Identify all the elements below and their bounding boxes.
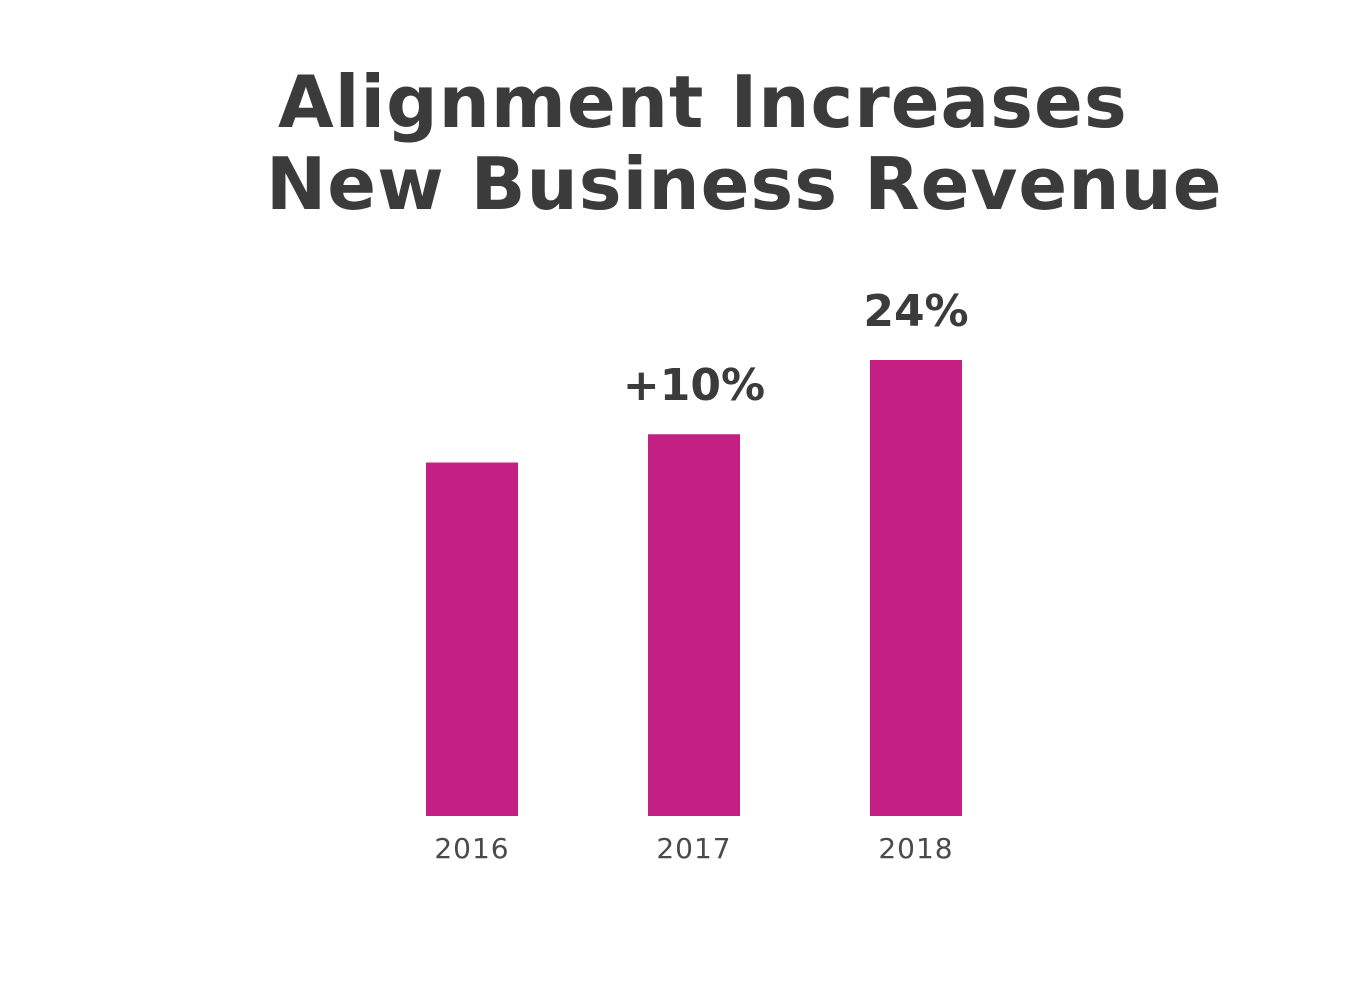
data-label-2017: +10% [623,360,765,411]
data-label-2018: 24% [863,286,968,337]
chart-title-line-2: New Business Revenue [266,142,1223,226]
bar-2017 [648,434,740,816]
chart-title-line-1: Alignment Increases [278,60,1128,144]
x-tick-label-2016: 2016 [434,832,509,865]
bar-2016 [426,462,518,816]
bar-2018 [870,360,962,816]
x-tick-label-2017: 2017 [656,832,731,865]
x-tick-label-2018: 2018 [878,832,953,865]
